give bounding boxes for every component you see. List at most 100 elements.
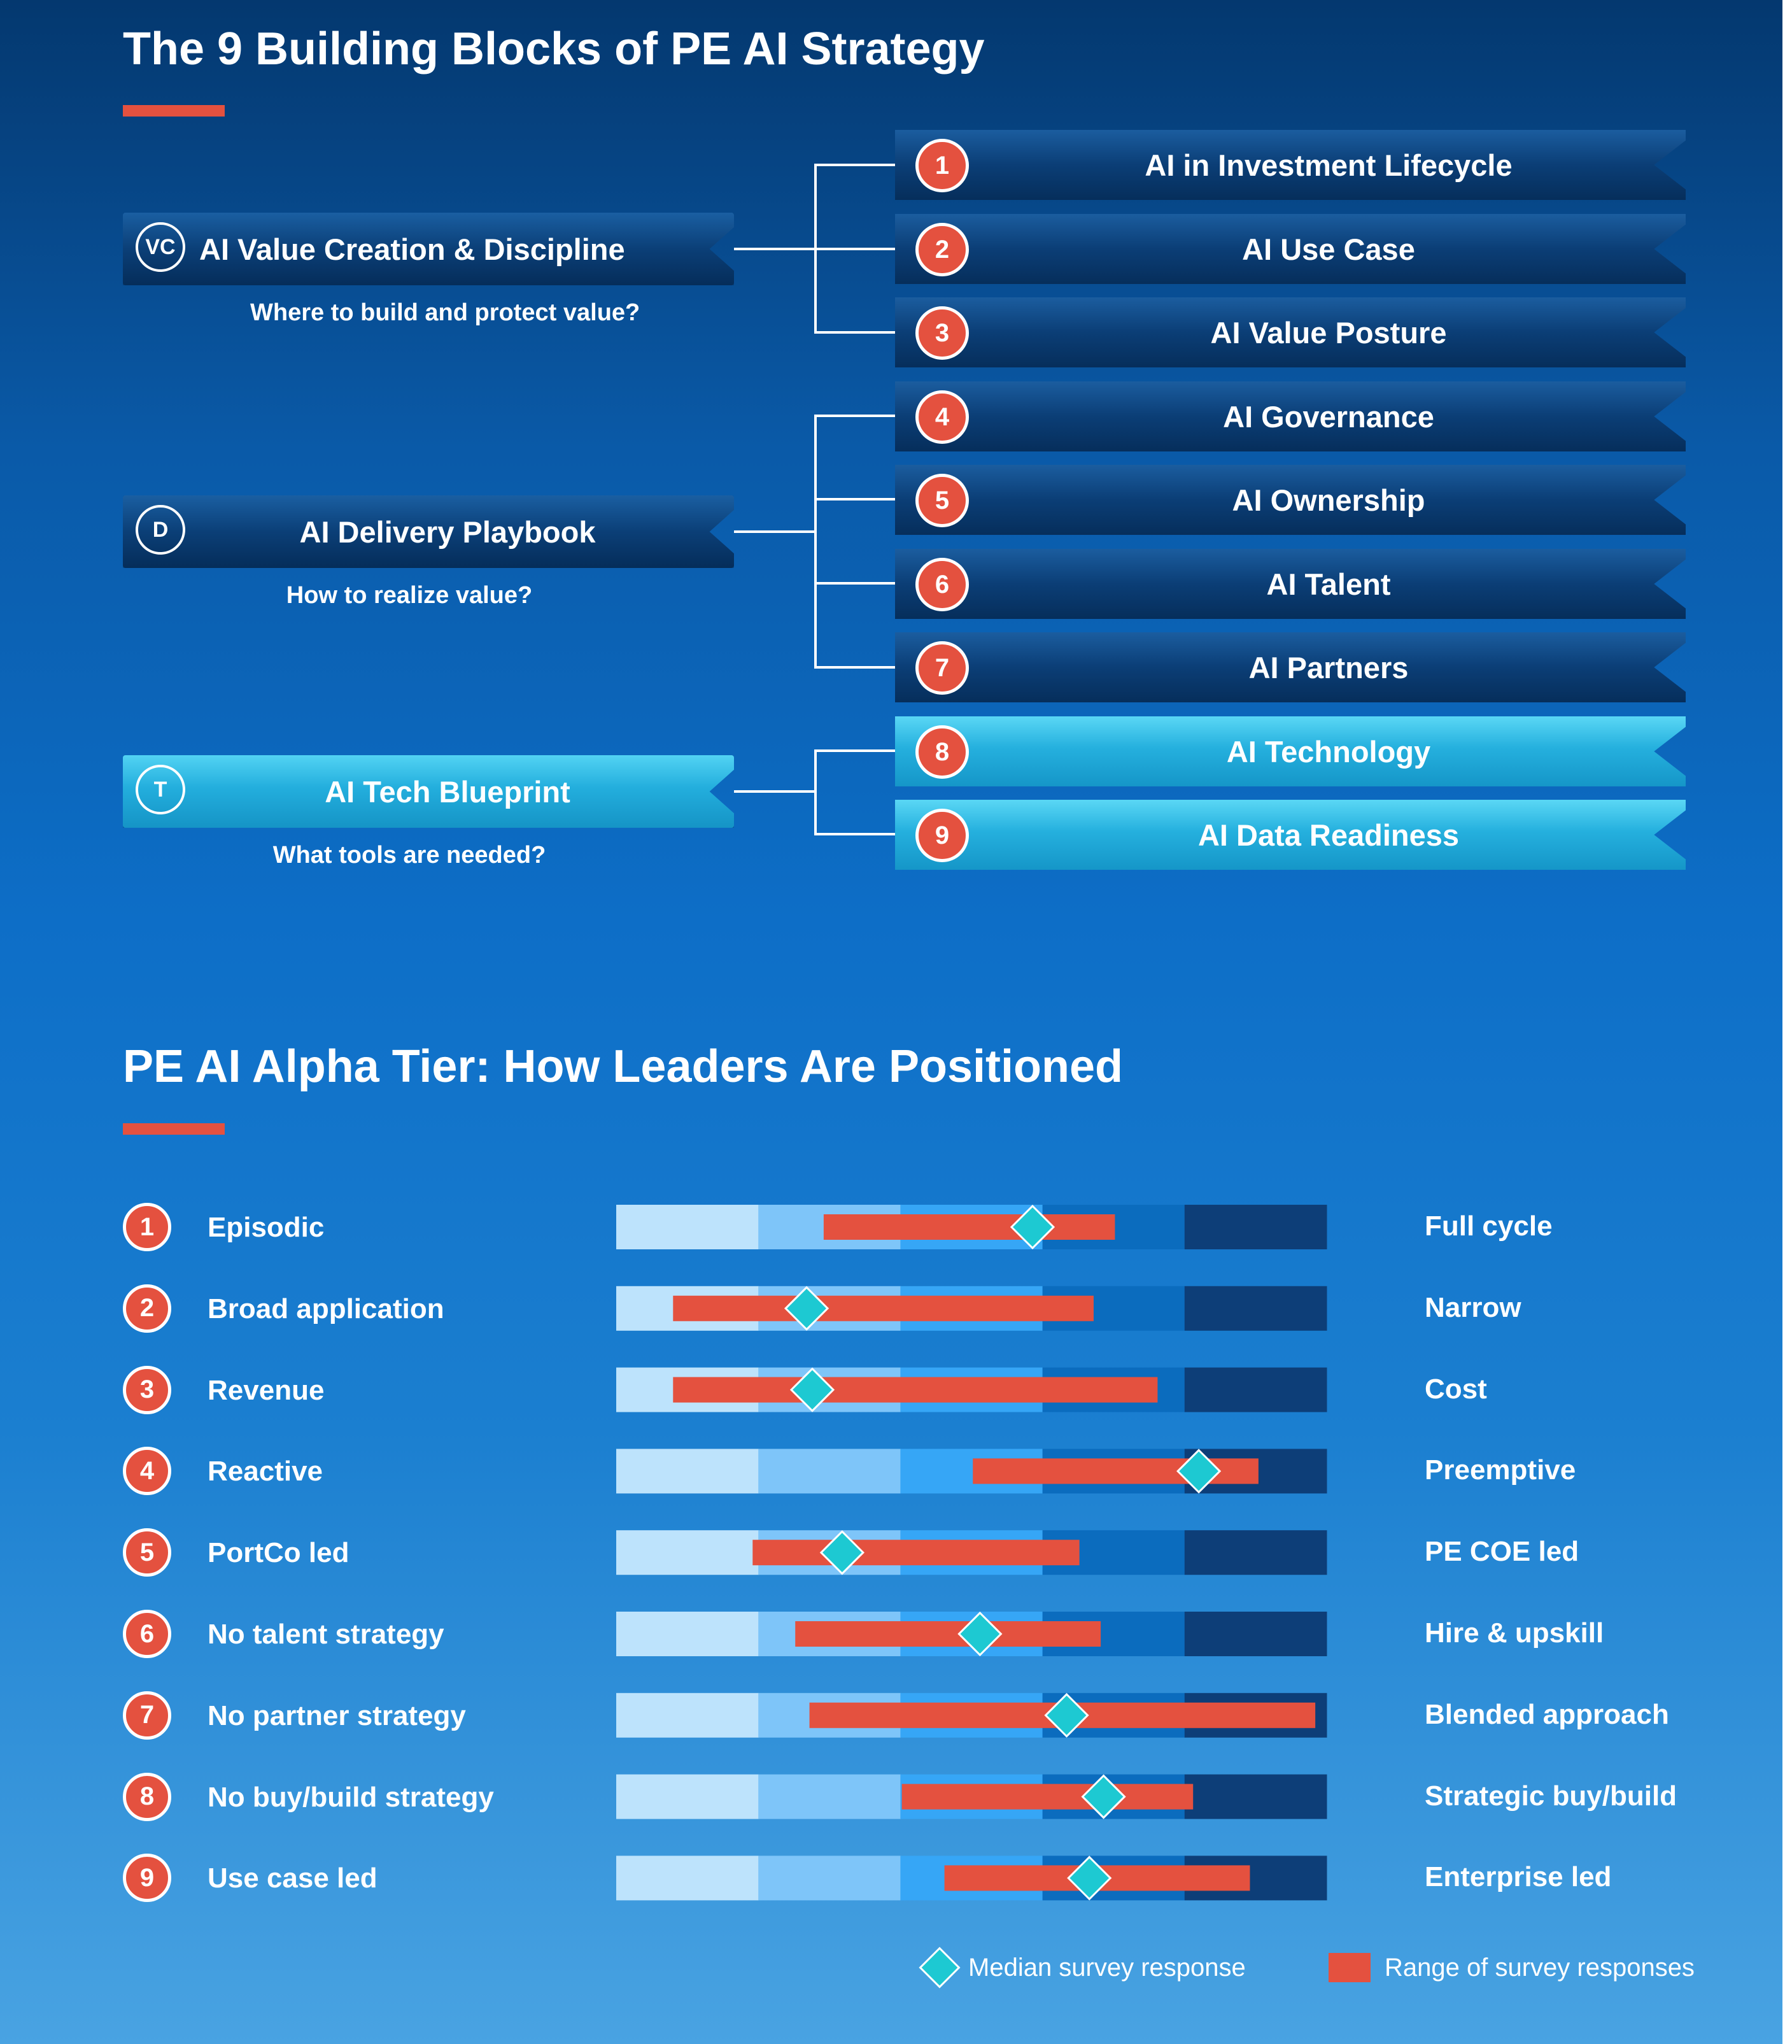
block-use-case: 2 AI Use Case xyxy=(895,214,1686,284)
block-number: 8 xyxy=(915,725,969,779)
connector-line xyxy=(814,164,895,166)
track-band xyxy=(1184,1205,1327,1249)
row-left-label: Episodic xyxy=(208,1212,325,1243)
pillar-delivery-playbook: D AI Delivery Playbook xyxy=(123,495,734,568)
range-bar xyxy=(823,1214,1115,1240)
pillar-badge: T xyxy=(136,765,185,814)
track-band xyxy=(1184,1612,1327,1656)
track-band xyxy=(758,1774,901,1819)
block-title: AI Data Readiness xyxy=(1197,818,1460,852)
track-band xyxy=(616,1774,759,1819)
chart-legend-range: Range of survey responses xyxy=(1329,1945,1695,1990)
row-number: 8 xyxy=(123,1772,171,1821)
track-band xyxy=(758,1856,901,1901)
row-left-label: Broad application xyxy=(208,1293,444,1324)
pillar-badge: VC xyxy=(136,222,185,272)
legend-range-label: Range of survey responses xyxy=(1385,1953,1695,1982)
range-bar xyxy=(673,1295,1094,1321)
section2-accent-bar xyxy=(123,1123,225,1135)
pillar-title: AI Tech Blueprint xyxy=(325,774,570,809)
median-diamond xyxy=(1176,1449,1222,1494)
track-band xyxy=(616,1530,759,1575)
connector-line xyxy=(734,248,815,250)
connector-line xyxy=(814,749,895,752)
track-band xyxy=(616,1693,759,1738)
row-number: 4 xyxy=(123,1447,171,1496)
track-band xyxy=(616,1856,759,1901)
chart-legend: Median survey response xyxy=(919,1945,1246,1990)
block-title: AI in Investment Lifecycle xyxy=(1145,148,1513,182)
track-band xyxy=(616,1449,759,1494)
connector-line xyxy=(814,749,817,835)
block-number: 7 xyxy=(915,641,969,695)
pillar-value-creation: VC AI Value Creation & Discipline xyxy=(123,213,734,285)
range-swatch-icon xyxy=(1329,1953,1371,1982)
median-diamond xyxy=(784,1286,829,1331)
frame-edge xyxy=(1782,0,1792,2044)
row-right-label: Cost xyxy=(1425,1373,1487,1405)
track-band xyxy=(616,1205,759,1249)
track-band xyxy=(1184,1530,1327,1575)
connector-line xyxy=(814,666,895,669)
connector-line xyxy=(734,790,815,793)
pillar-title: AI Delivery Playbook xyxy=(299,515,596,549)
row-right-label: Hire & upskill xyxy=(1425,1617,1604,1649)
median-diamond xyxy=(1081,1774,1126,1819)
row-number: 9 xyxy=(123,1854,171,1903)
block-value-posture: 3 AI Value Posture xyxy=(895,297,1686,367)
row-right-label: Blended approach xyxy=(1425,1698,1669,1730)
row-left-label: PortCo led xyxy=(208,1537,349,1569)
block-title: AI Technology xyxy=(1226,734,1431,769)
block-ownership: 5 AI Ownership xyxy=(895,465,1686,535)
block-number: 1 xyxy=(915,139,969,192)
pillar-subtitle: Where to build and protect value? xyxy=(250,299,640,326)
connector-line xyxy=(814,331,895,334)
row-right-label: Preemptive xyxy=(1425,1454,1576,1486)
row-left-label: No talent strategy xyxy=(208,1619,444,1650)
median-diamond-icon xyxy=(919,1947,961,1989)
block-governance: 4 AI Governance xyxy=(895,381,1686,451)
range-bar xyxy=(795,1621,1101,1647)
block-number: 3 xyxy=(915,306,969,360)
row-right-label: Narrow xyxy=(1425,1291,1521,1323)
range-bar xyxy=(752,1540,1080,1566)
row-right-label: Full cycle xyxy=(1425,1210,1553,1242)
connector-line xyxy=(814,248,895,250)
row-left-label: Use case led xyxy=(208,1863,377,1894)
block-number: 9 xyxy=(915,809,969,862)
row-number: 3 xyxy=(123,1365,171,1414)
block-title: AI Ownership xyxy=(1232,483,1425,517)
block-partners: 7 AI Partners xyxy=(895,632,1686,702)
pillar-title: AI Value Creation & Discipline xyxy=(199,232,625,266)
track-band xyxy=(616,1612,759,1656)
block-number: 5 xyxy=(915,474,969,527)
block-title: AI Talent xyxy=(1266,567,1391,601)
block-investment-lifecycle: 1 AI in Investment Lifecycle xyxy=(895,130,1686,200)
row-right-label: Enterprise led xyxy=(1425,1861,1612,1893)
median-diamond xyxy=(819,1530,865,1575)
median-diamond xyxy=(957,1611,1003,1657)
range-bar xyxy=(673,1377,1158,1403)
median-diamond xyxy=(1044,1693,1089,1738)
row-number: 6 xyxy=(123,1610,171,1658)
row-right-label: PE COE led xyxy=(1425,1536,1579,1568)
pillar-badge: D xyxy=(136,505,185,555)
row-left-label: Reactive xyxy=(208,1456,323,1487)
section1-accent-bar xyxy=(123,105,225,117)
legend-median-label: Median survey response xyxy=(968,1953,1246,1982)
connector-line xyxy=(814,415,817,669)
track-band xyxy=(1184,1367,1327,1412)
range-bar xyxy=(901,1784,1194,1810)
section1-title: The 9 Building Blocks of PE AI Strategy xyxy=(123,24,985,75)
pillar-subtitle: What tools are needed? xyxy=(272,842,546,869)
row-left-label: No buy/build strategy xyxy=(208,1781,494,1813)
row-number: 7 xyxy=(123,1691,171,1740)
section2-title: PE AI Alpha Tier: How Leaders Are Positi… xyxy=(123,1041,1123,1092)
block-data-readiness: 9 AI Data Readiness xyxy=(895,800,1686,870)
block-number: 2 xyxy=(915,223,969,276)
block-title: AI Partners xyxy=(1248,650,1409,685)
block-title: AI Use Case xyxy=(1242,232,1415,266)
connector-line xyxy=(814,582,895,585)
connector-line xyxy=(814,415,895,417)
